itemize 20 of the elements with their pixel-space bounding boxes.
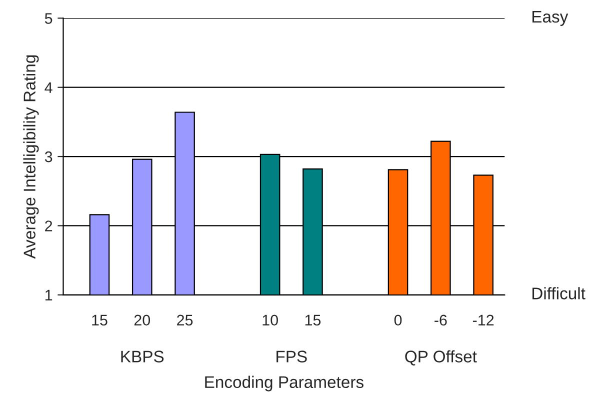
- y-axis-title: Average Intelligibility Rating: [23, 55, 39, 259]
- y-tick-label: 1: [45, 290, 52, 300]
- x-tick-label: -12: [472, 314, 494, 326]
- x-tick-label: 15: [305, 314, 321, 326]
- y-tick-label: 2: [45, 220, 52, 232]
- x-tick-label: 10: [262, 314, 278, 326]
- x-tick-label: 20: [134, 314, 150, 326]
- x-tick-label: 15: [92, 314, 108, 326]
- y-tick-label: 5: [44, 13, 52, 24]
- x-tick-label: 25: [177, 314, 193, 326]
- text: KBPS: [121, 350, 164, 362]
- x-axis-title: Encoding Parameters: [205, 376, 364, 392]
- text: Difficult: [532, 287, 586, 300]
- x-tick-label: 0: [394, 314, 402, 326]
- x-tick-label: -6: [434, 314, 447, 326]
- text: Easy: [532, 11, 568, 26]
- y-tick-label: 3: [44, 151, 52, 162]
- y-tick-label: 4: [44, 82, 52, 93]
- text: FPS: [276, 350, 307, 362]
- text: QP Offset: [405, 350, 477, 366]
